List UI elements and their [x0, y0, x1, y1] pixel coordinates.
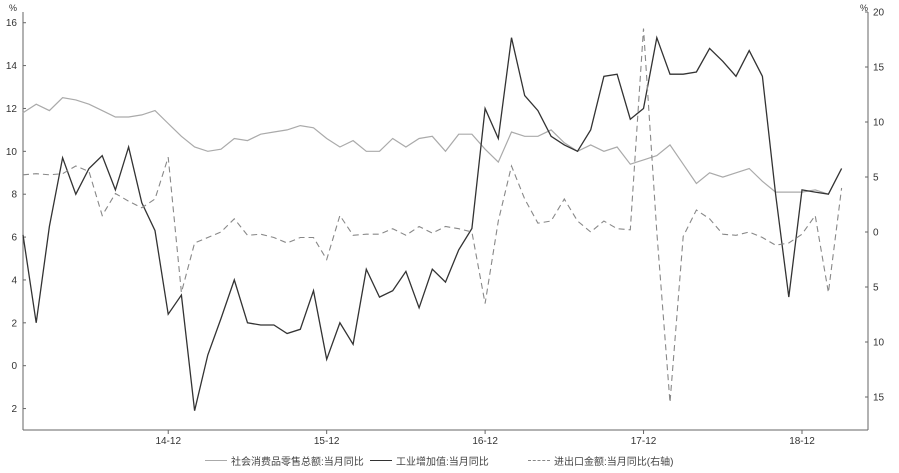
y-tick-left-label: 8: [11, 190, 17, 201]
x-tick-label: 17-12: [631, 436, 657, 447]
x-tick-label: 15-12: [314, 436, 340, 447]
y-tick-left-label: 14: [6, 61, 18, 72]
y-tick-right-label: 0: [873, 228, 879, 239]
y-tick-left-label: 12: [6, 104, 18, 115]
y-tick-right-label: 10: [873, 338, 885, 349]
y-tick-left-label: 0: [11, 361, 17, 372]
y-tick-left-label: 2: [11, 404, 17, 415]
legend: 社会消费品零售总额:当月同比 工业增加值:当月同比 进出口金额:当月同比(右轴): [0, 453, 899, 469]
series-line-retail: [22, 97, 843, 195]
legend-swatch-industry: [370, 460, 392, 461]
y-tick-right-label: 5: [873, 283, 879, 294]
legend-item-industry: 工业增加值:当月同比: [370, 453, 489, 468]
series-line-industry: [22, 35, 843, 411]
y-tick-right-label: 15: [873, 63, 885, 74]
y-tick-left-label: 2: [11, 318, 17, 329]
series-layer: [22, 28, 843, 411]
x-tick-label: 18-12: [789, 436, 815, 447]
y-tick-left-label: 6: [11, 233, 17, 244]
legend-label-trade: 进出口金额:当月同比(右轴): [554, 457, 674, 468]
y-tick-right-label: 20: [873, 8, 885, 19]
y-tick-left-label: 10: [6, 147, 18, 158]
y-tick-right-label: 10: [873, 118, 885, 129]
legend-label-retail: 社会消费品零售总额:当月同比: [231, 457, 364, 468]
y-tick-right-label: 5: [873, 173, 879, 184]
x-tick-label: 14-12: [155, 436, 181, 447]
y-tick-left-label: 4: [11, 275, 17, 286]
legend-item-trade: 进出口金额:当月同比(右轴): [528, 453, 673, 468]
series-line-trade: [22, 28, 843, 403]
legend-item-retail: 社会消费品零售总额:当月同比: [205, 453, 364, 468]
legend-swatch-retail: [205, 460, 227, 461]
y-unit-right: %: [860, 3, 868, 13]
y-tick-left-label: 16: [6, 18, 18, 29]
y-unit-left: %: [9, 3, 17, 13]
legend-swatch-trade: [528, 460, 550, 461]
x-tick-label: 16-12: [472, 436, 498, 447]
legend-label-industry: 工业增加值:当月同比: [396, 457, 489, 468]
y-tick-right-label: 15: [873, 393, 885, 404]
